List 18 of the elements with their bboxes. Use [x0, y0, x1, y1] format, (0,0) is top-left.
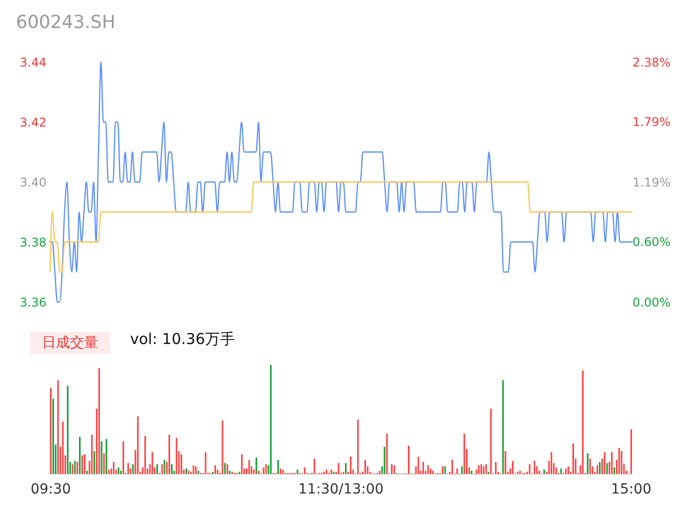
y-tick-label: 3.40: [20, 176, 46, 190]
x-tick-label: 09:30: [30, 482, 71, 498]
y-tick-label: 3.42: [20, 116, 46, 130]
y2-tick-label: 0.60%: [632, 234, 671, 249]
y2-tick-label: 1.19%: [632, 176, 671, 190]
chart-title: 600243.SH: [16, 12, 116, 33]
x-tick-label: 11:30/13:00: [298, 482, 384, 498]
y-tick-label: 3.38: [20, 236, 46, 250]
y2-tick-label: 0.00%: [632, 296, 671, 310]
x-tick-label: 15:00: [611, 482, 652, 498]
chart-title: 日成交量: [30, 332, 110, 354]
line-series: [49, 181, 633, 273]
y2-tick-label: 1.79%: [632, 114, 671, 129]
y-tick-label: 3.36: [20, 296, 46, 310]
line-series: [49, 61, 633, 303]
chart-subtitle: vol: 10.36万手: [130, 330, 235, 349]
y2-tick-label: 2.38%: [632, 56, 671, 70]
y-tick-label: 3.44: [20, 56, 46, 70]
